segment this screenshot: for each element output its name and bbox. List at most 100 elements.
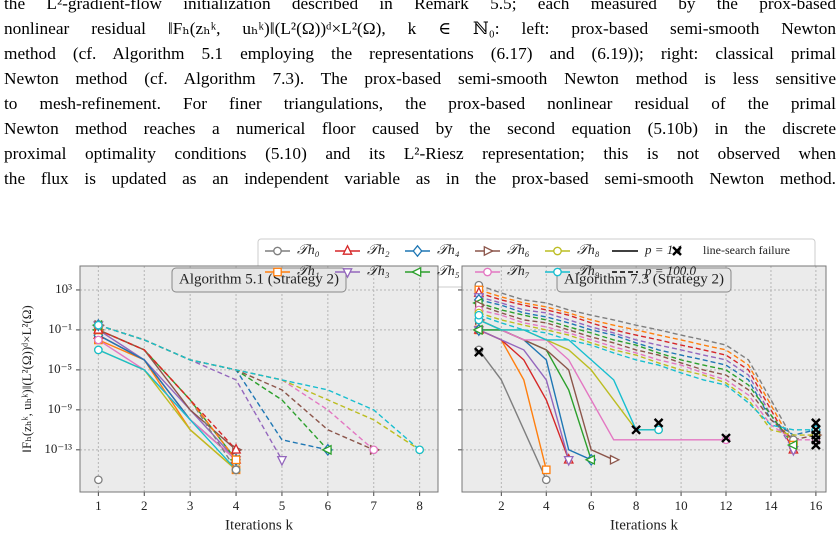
series-line — [478, 314, 816, 431]
y-tick-label: 10⁻¹³ — [44, 441, 72, 456]
series-line — [478, 302, 794, 446]
marker — [94, 345, 103, 355]
text-line: to mesh-refinement. For finer triangulat… — [4, 94, 836, 113]
series-line — [478, 349, 547, 481]
x-tick-label: 8 — [416, 498, 423, 513]
failure-marker — [474, 347, 484, 357]
text-line: Newton method (cf. Algorithm 7.3). The p… — [4, 69, 836, 88]
marker — [231, 465, 241, 475]
marker — [541, 475, 551, 485]
x-tick-label: 14 — [764, 498, 778, 513]
legend-label: 𝒯h₁ — [297, 264, 320, 279]
x-axis-label: Iterations k — [225, 517, 293, 533]
series-line — [478, 299, 817, 436]
marker — [415, 445, 424, 455]
series-line — [478, 319, 726, 441]
marker — [609, 454, 621, 466]
marker — [483, 267, 492, 277]
marker — [369, 445, 379, 455]
legend-label: 𝒯h₅ — [437, 264, 460, 279]
x-tick-label: 4 — [233, 498, 240, 513]
x-tick-label: 10 — [675, 498, 688, 513]
y-tick-label: 10³ — [55, 281, 72, 296]
marker — [721, 435, 731, 445]
legend-label: 𝒯h₃ — [367, 264, 390, 279]
legend-label: 𝒯h₂ — [367, 243, 390, 258]
legend-label: 𝒯h₉ — [577, 264, 600, 279]
series-group — [478, 284, 817, 481]
chart-title: Algorithm 7.3 (Strategy 2) — [564, 271, 724, 287]
chart-title: Algorithm 5.1 (Strategy 2) — [179, 271, 339, 287]
x-tick-label: 1 — [95, 498, 102, 513]
marker — [231, 455, 241, 465]
marker — [94, 320, 103, 330]
y-tick-label: 10⁻⁹ — [48, 401, 73, 416]
text-line: the flux is updated as an independent va… — [4, 169, 836, 188]
series-line — [478, 309, 816, 441]
axes-frame — [79, 265, 439, 493]
series-line — [98, 329, 237, 451]
title-box — [556, 267, 732, 293]
title-box — [171, 267, 347, 293]
x-tick-label: 7 — [370, 498, 377, 513]
legend-label: p = 100.0 — [644, 263, 697, 278]
x-axis-label: Iterations k — [610, 517, 678, 533]
series-line — [478, 292, 795, 451]
marker — [94, 335, 103, 345]
marker — [553, 267, 562, 277]
marker — [342, 244, 353, 255]
x-tick-label: 3 — [187, 498, 194, 513]
marker — [474, 310, 484, 320]
marker — [553, 246, 562, 256]
series-line — [478, 289, 795, 446]
y-tick-label: 10⁻⁵ — [48, 361, 72, 376]
x-tick-label: 6 — [325, 498, 332, 513]
x-tick-label: 5 — [279, 498, 286, 513]
marker — [342, 268, 353, 279]
series-line — [478, 319, 659, 431]
failure-marker — [631, 424, 641, 435]
text-line: the L²-gradient-flow initialization desc… — [4, 0, 836, 13]
plot-area — [80, 266, 438, 492]
series-line — [478, 296, 794, 451]
x-tick-label: 2 — [498, 498, 505, 513]
legend-label: line-search failure — [703, 243, 790, 257]
marker — [230, 443, 242, 454]
legend-label: 𝒯h₈ — [577, 243, 600, 258]
axes-frame — [461, 265, 827, 493]
failure-marker — [721, 433, 731, 443]
marker — [483, 245, 495, 257]
marker — [472, 324, 483, 336]
marker — [273, 267, 282, 277]
x-tick-label: 12 — [720, 498, 733, 513]
text-line: Newton method reaches a numerical floor … — [4, 119, 836, 138]
x-tick-label: 16 — [809, 498, 823, 513]
marker — [276, 455, 288, 467]
marker — [410, 266, 422, 278]
legend-label: 𝒯h₀ — [297, 243, 320, 258]
legend-label: 𝒯h₇ — [507, 264, 530, 279]
marker — [94, 475, 103, 485]
marker — [654, 425, 663, 435]
series-group — [98, 324, 421, 471]
x-tick-label: 4 — [543, 498, 550, 513]
legend-label: 𝒯h₄ — [437, 243, 460, 258]
series-line — [98, 329, 237, 461]
marker — [273, 246, 282, 256]
failure-marker — [653, 418, 664, 428]
marker — [321, 444, 332, 456]
legend-label: 𝒯h₆ — [507, 243, 530, 258]
series-line — [478, 329, 570, 460]
text-line: method (cf. Algorithm 5.1 employing the … — [4, 44, 836, 63]
failure-marker — [672, 246, 682, 256]
text-line: nonlinear residual ‖Fₕ(zₕᵏ, uₕᵏ)‖(L²(Ω))… — [4, 19, 836, 38]
x-tick-label: 8 — [633, 498, 640, 513]
marker — [563, 455, 574, 467]
marker — [786, 439, 798, 451]
failure-marker — [811, 440, 821, 450]
text-line: proximal optimality conditions (5.10) an… — [4, 144, 836, 163]
x-tick-label: 6 — [588, 498, 595, 513]
marker — [412, 244, 423, 258]
